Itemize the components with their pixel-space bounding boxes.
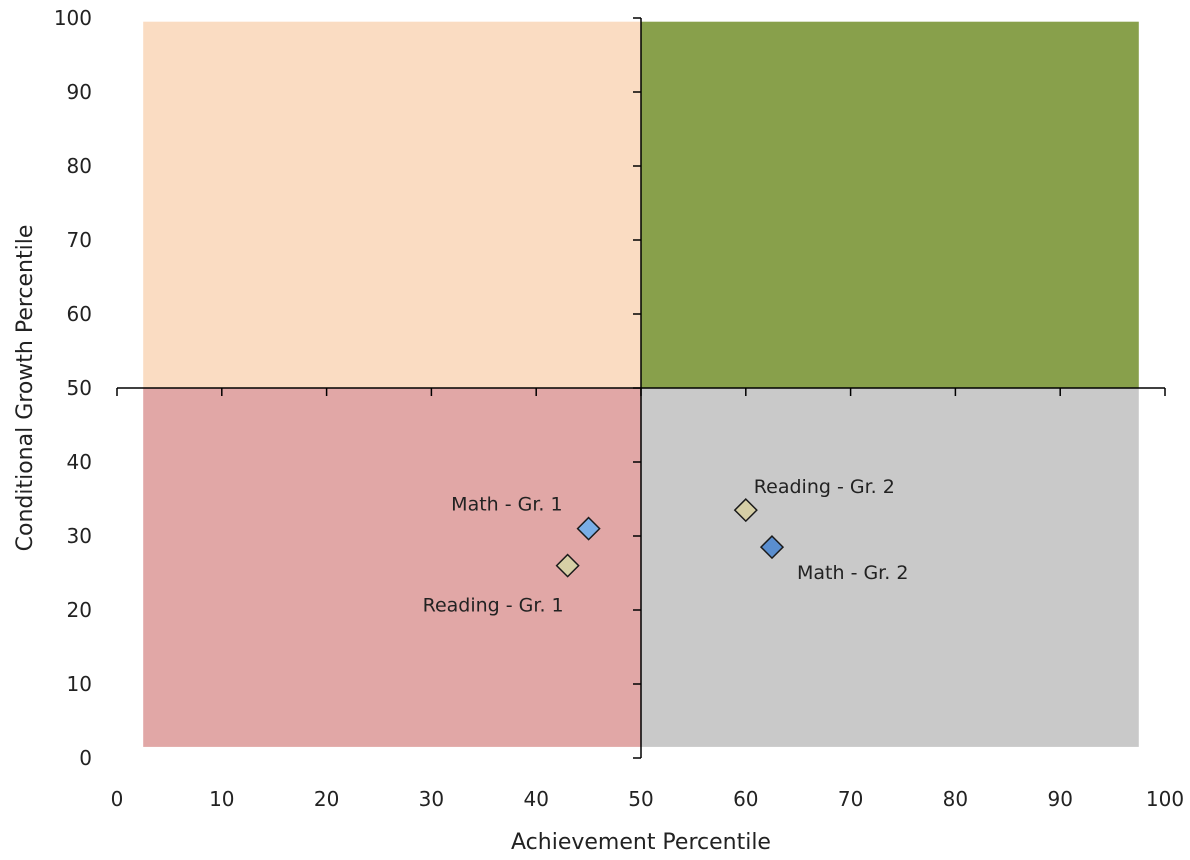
y-tick-label: 0 [79,746,92,770]
x-tick-label: 20 [314,787,339,811]
x-axis-title: Achievement Percentile [511,830,771,855]
x-tick-label: 60 [733,787,758,811]
y-tick-label: 10 [67,672,92,696]
data-point-marker [555,553,580,578]
data-point-label: Reading - Gr. 1 [423,595,564,617]
quadrant-upper-left [143,21,641,388]
data-points [555,498,785,578]
data-point-labels: Math - Gr. 1 Reading - Gr. 1 Reading - Gr.… [423,476,909,616]
x-tick-label: 10 [209,787,234,811]
y-tick-label: 40 [67,450,92,474]
y-tick-label: 90 [67,80,92,104]
x-tick-label: 40 [523,787,548,811]
x-tick-label: 0 [111,787,124,811]
quadrant-lower-right [641,388,1139,747]
x-tick-label: 30 [419,787,444,811]
y-tick-label: 60 [67,302,92,326]
data-point-marker [733,498,758,523]
y-axis-title: Conditional Growth Percentile [13,225,38,552]
x-tick-label: 70 [838,787,863,811]
y-tick-label: 100 [54,6,92,30]
quadrant-upper-right [641,21,1139,388]
data-point-marker [576,516,601,541]
y-tick-label: 50 [67,376,92,400]
y-axis-ticks: 0 10 20 30 40 50 60 70 80 90 100 [54,6,641,770]
data-point-marker [759,535,785,560]
x-tick-label: 90 [1047,787,1072,811]
y-tick-label: 30 [67,524,92,548]
x-tick-label: 80 [943,787,968,811]
y-tick-label: 80 [67,154,92,178]
y-tick-label: 20 [67,598,92,622]
x-axis-ticks: 0 10 20 30 40 50 60 70 80 90 100 [111,388,1184,811]
data-point-label: Math - Gr. 2 [797,562,908,584]
x-tick-label: 50 [628,787,653,811]
y-tick-label: 70 [67,228,92,252]
data-point-label: Reading - Gr. 2 [754,476,895,498]
data-point-label: Math - Gr. 1 [451,494,562,516]
x-tick-label: 100 [1146,787,1184,811]
